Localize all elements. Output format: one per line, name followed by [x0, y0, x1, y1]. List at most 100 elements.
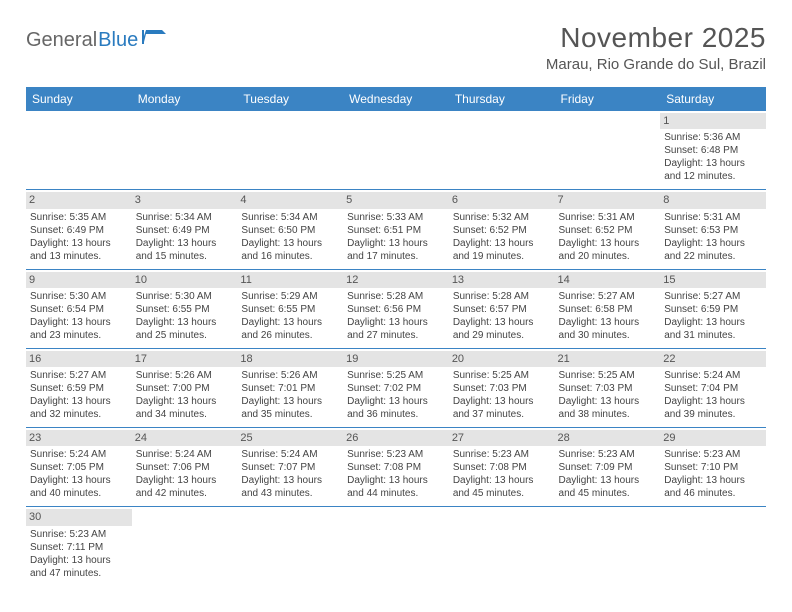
day-number: 28	[555, 430, 661, 446]
calendar-cell: 4Sunrise: 5:34 AMSunset: 6:50 PMDaylight…	[237, 190, 343, 269]
weekday-header-row: Sunday Monday Tuesday Wednesday Thursday…	[26, 87, 766, 111]
calendar-cell	[449, 507, 555, 586]
day-info: Sunrise: 5:23 AMSunset: 7:10 PMDaylight:…	[664, 448, 762, 500]
day-number: 3	[132, 192, 238, 208]
calendar-cell: 13Sunrise: 5:28 AMSunset: 6:57 PMDayligh…	[449, 269, 555, 348]
sunset-text: Sunset: 7:03 PM	[453, 382, 551, 395]
sunset-text: Sunset: 6:54 PM	[30, 303, 128, 316]
day-info: Sunrise: 5:27 AMSunset: 6:59 PMDaylight:…	[664, 290, 762, 342]
sunrise-text: Sunrise: 5:23 AM	[30, 528, 128, 541]
day-number: 15	[660, 272, 766, 288]
sunset-text: Sunset: 6:48 PM	[664, 144, 762, 157]
sunrise-text: Sunrise: 5:23 AM	[347, 448, 445, 461]
logo-text-1: General	[26, 29, 97, 52]
daylight-text: Daylight: 13 hours and 17 minutes.	[347, 237, 445, 263]
calendar-cell: 30Sunrise: 5:23 AMSunset: 7:11 PMDayligh…	[26, 507, 132, 586]
calendar-cell: 5Sunrise: 5:33 AMSunset: 6:51 PMDaylight…	[343, 190, 449, 269]
day-info: Sunrise: 5:27 AMSunset: 6:59 PMDaylight:…	[30, 369, 128, 421]
sunset-text: Sunset: 6:59 PM	[30, 382, 128, 395]
page-title: November 2025	[546, 22, 766, 54]
weekday-header: Friday	[555, 87, 661, 111]
day-info: Sunrise: 5:33 AMSunset: 6:51 PMDaylight:…	[347, 211, 445, 263]
day-number: 29	[660, 430, 766, 446]
day-number: 19	[343, 351, 449, 367]
calendar-cell	[343, 111, 449, 190]
calendar-cell: 7 Sunrise: 5:31 AMSunset: 6:52 PMDaylight…	[555, 190, 661, 269]
sunrise-text: Sunrise: 5:28 AM	[347, 290, 445, 303]
daylight-text: Daylight: 13 hours and 38 minutes.	[559, 395, 657, 421]
calendar-cell: 18 Sunrise: 5:26 AMSunset: 7:01 PMDayligh…	[237, 348, 343, 427]
sunrise-text: Sunrise: 5:24 AM	[136, 448, 234, 461]
calendar-cell: 20Sunrise: 5:25 AMSunset: 7:03 PMDayligh…	[449, 348, 555, 427]
sunset-text: Sunset: 7:03 PM	[559, 382, 657, 395]
weekday-header: Saturday	[660, 87, 766, 111]
day-number: 4	[237, 192, 343, 208]
day-info: Sunrise: 5:26 AMSunset: 7:01 PMDaylight:…	[241, 369, 339, 421]
sunrise-text: Sunrise: 5:23 AM	[559, 448, 657, 461]
day-info: Sunrise: 5:30 AMSunset: 6:55 PMDaylight:…	[136, 290, 234, 342]
calendar-row: 9Sunrise: 5:30 AMSunset: 6:54 PMDaylight…	[26, 269, 766, 348]
calendar-cell: 27Sunrise: 5:23 AMSunset: 7:08 PMDayligh…	[449, 428, 555, 507]
day-number: 1	[660, 113, 766, 129]
calendar-cell: 12Sunrise: 5:28 AMSunset: 6:56 PMDayligh…	[343, 269, 449, 348]
weekday-header: Wednesday	[343, 87, 449, 111]
sunrise-text: Sunrise: 5:34 AM	[136, 211, 234, 224]
daylight-text: Daylight: 13 hours and 36 minutes.	[347, 395, 445, 421]
sunrise-text: Sunrise: 5:32 AM	[453, 211, 551, 224]
day-number: 7	[555, 192, 661, 208]
daylight-text: Daylight: 13 hours and 43 minutes.	[241, 474, 339, 500]
daylight-text: Daylight: 13 hours and 13 minutes.	[30, 237, 128, 263]
day-number: 18	[237, 351, 343, 367]
daylight-text: Daylight: 13 hours and 12 minutes.	[664, 157, 762, 183]
sunrise-text: Sunrise: 5:33 AM	[347, 211, 445, 224]
calendar-cell: 14Sunrise: 5:27 AMSunset: 6:58 PMDayligh…	[555, 269, 661, 348]
sunrise-text: Sunrise: 5:28 AM	[453, 290, 551, 303]
calendar-cell	[343, 507, 449, 586]
title-block: November 2025 Marau, Rio Grande do Sul, …	[546, 22, 766, 73]
sunrise-text: Sunrise: 5:27 AM	[664, 290, 762, 303]
daylight-text: Daylight: 13 hours and 23 minutes.	[30, 316, 128, 342]
daylight-text: Daylight: 13 hours and 45 minutes.	[559, 474, 657, 500]
sunset-text: Sunset: 6:49 PM	[30, 224, 128, 237]
day-info: Sunrise: 5:35 AMSunset: 6:49 PMDaylight:…	[30, 211, 128, 263]
day-info: Sunrise: 5:28 AMSunset: 6:57 PMDaylight:…	[453, 290, 551, 342]
day-number: 14	[555, 272, 661, 288]
calendar-cell	[555, 507, 661, 586]
calendar-row: 30Sunrise: 5:23 AMSunset: 7:11 PMDayligh…	[26, 507, 766, 586]
sunrise-text: Sunrise: 5:31 AM	[559, 211, 657, 224]
calendar-cell	[26, 111, 132, 190]
day-number: 26	[343, 430, 449, 446]
calendar-row: 23Sunrise: 5:24 AMSunset: 7:05 PMDayligh…	[26, 428, 766, 507]
daylight-text: Daylight: 13 hours and 29 minutes.	[453, 316, 551, 342]
calendar-cell	[237, 111, 343, 190]
calendar-cell: 25Sunrise: 5:24 AMSunset: 7:07 PMDayligh…	[237, 428, 343, 507]
day-info: Sunrise: 5:25 AMSunset: 7:03 PMDaylight:…	[559, 369, 657, 421]
calendar-cell: 24Sunrise: 5:24 AMSunset: 7:06 PMDayligh…	[132, 428, 238, 507]
day-number: 16	[26, 351, 132, 367]
daylight-text: Daylight: 13 hours and 25 minutes.	[136, 316, 234, 342]
day-info: Sunrise: 5:28 AMSunset: 6:56 PMDaylight:…	[347, 290, 445, 342]
calendar-cell	[555, 111, 661, 190]
day-info: Sunrise: 5:25 AMSunset: 7:02 PMDaylight:…	[347, 369, 445, 421]
daylight-text: Daylight: 13 hours and 47 minutes.	[30, 554, 128, 580]
daylight-text: Daylight: 13 hours and 37 minutes.	[453, 395, 551, 421]
daylight-text: Daylight: 13 hours and 46 minutes.	[664, 474, 762, 500]
day-info: Sunrise: 5:24 AMSunset: 7:04 PMDaylight:…	[664, 369, 762, 421]
day-number: 27	[449, 430, 555, 446]
sunset-text: Sunset: 6:49 PM	[136, 224, 234, 237]
calendar-cell: 22Sunrise: 5:24 AMSunset: 7:04 PMDayligh…	[660, 348, 766, 427]
daylight-text: Daylight: 13 hours and 44 minutes.	[347, 474, 445, 500]
sunset-text: Sunset: 7:04 PM	[664, 382, 762, 395]
sunset-text: Sunset: 6:52 PM	[453, 224, 551, 237]
logo-text-2: Blue	[98, 29, 138, 52]
daylight-text: Daylight: 13 hours and 26 minutes.	[241, 316, 339, 342]
day-number: 21	[555, 351, 661, 367]
sunrise-text: Sunrise: 5:35 AM	[30, 211, 128, 224]
sunrise-text: Sunrise: 5:30 AM	[136, 290, 234, 303]
day-info: Sunrise: 5:34 AMSunset: 6:49 PMDaylight:…	[136, 211, 234, 263]
day-info: Sunrise: 5:31 AMSunset: 6:52 PMDaylight:…	[559, 211, 657, 263]
calendar-cell: 16 Sunrise: 5:27 AMSunset: 6:59 PMDayligh…	[26, 348, 132, 427]
sunset-text: Sunset: 6:59 PM	[664, 303, 762, 316]
location-subtitle: Marau, Rio Grande do Sul, Brazil	[546, 56, 766, 73]
daylight-text: Daylight: 13 hours and 45 minutes.	[453, 474, 551, 500]
